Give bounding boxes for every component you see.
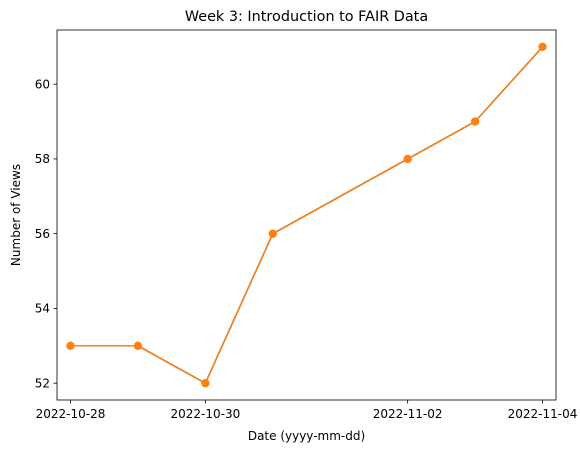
plot-lines — [70, 46, 544, 385]
data-point — [201, 378, 210, 388]
data-point — [133, 341, 143, 351]
data-point — [66, 341, 75, 351]
y-axis-ticks: 52 54 56 58 60 — [35, 77, 57, 390]
x-axis-label: Date (yyyy-mm-dd) — [248, 429, 365, 443]
y-axis-label: Number of Views — [9, 164, 23, 266]
x-tick-label: 2022-10-28 — [36, 407, 106, 421]
plot-frame — [56, 29, 557, 401]
y-tick-label: 54 — [35, 302, 50, 316]
data-points — [66, 42, 547, 388]
chart-title: Week 3: Introduction to FAIR Data — [185, 9, 428, 25]
y-tick-label: 60 — [35, 77, 50, 91]
y-tick-label: 52 — [35, 376, 50, 390]
x-tick-label: 2022-11-04 — [508, 407, 578, 421]
x-tick-label: 2022-11-02 — [373, 407, 443, 421]
data-point — [538, 42, 547, 52]
y-tick-label: 56 — [35, 227, 50, 241]
data-point — [403, 154, 412, 164]
series-line — [70, 46, 544, 385]
x-tick-label: 2022-10-30 — [170, 407, 240, 421]
x-axis-ticks: 2022-10-28 2022-10-30 2022-11-02 2022-11-04 — [36, 400, 578, 421]
y-tick-label: 58 — [35, 152, 50, 166]
data-point — [268, 229, 277, 238]
data-point — [470, 117, 480, 126]
